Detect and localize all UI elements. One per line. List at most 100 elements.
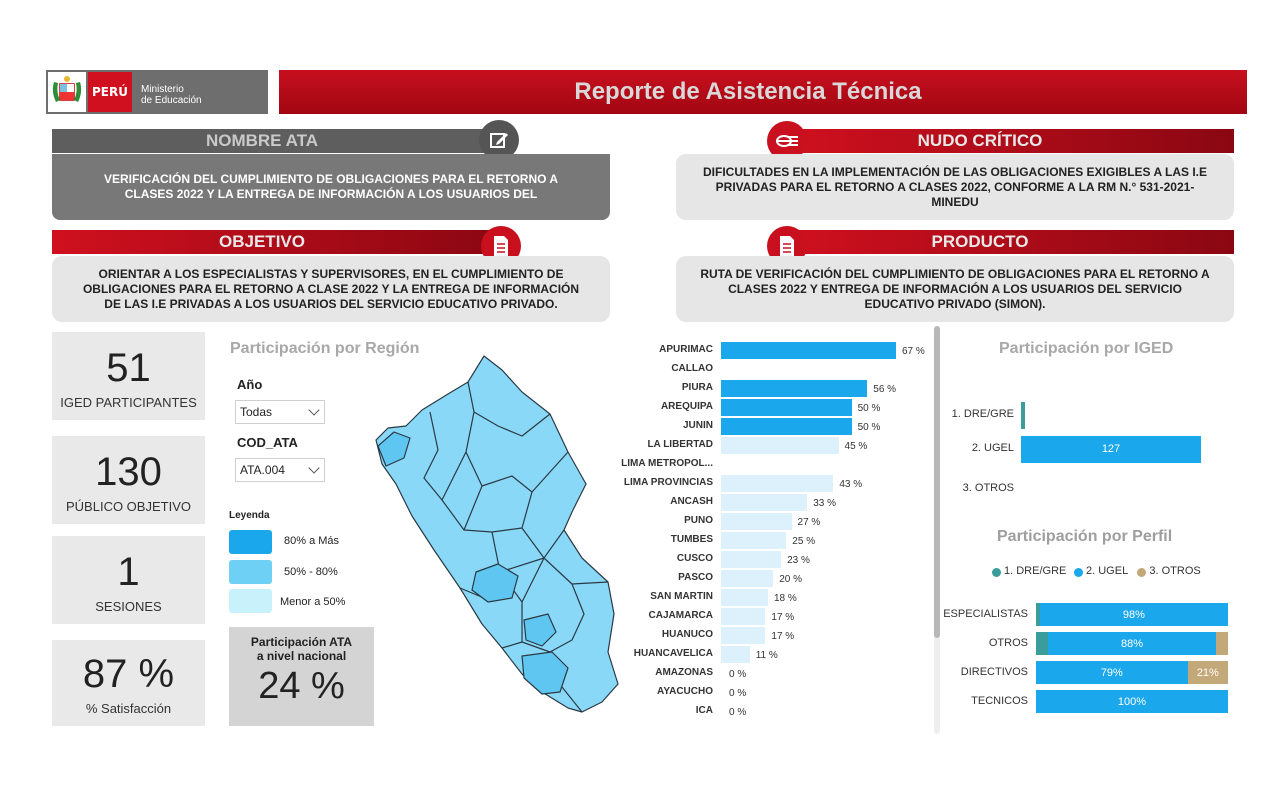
legend-label: 3. OTROS xyxy=(1149,565,1201,577)
year-filter-select[interactable]: Todas xyxy=(235,400,325,424)
perfil-bar-label: TECNICOS xyxy=(971,695,1028,707)
chevron-down-icon xyxy=(308,404,320,416)
perfil-bar-segment xyxy=(1039,603,1228,626)
map-region-highlight xyxy=(523,613,557,647)
region-bar-label: PUNO xyxy=(684,515,713,526)
region-bar-value: 67 % xyxy=(902,346,925,357)
perfil-bar-value: 79% xyxy=(1100,667,1123,679)
legend-label: 2. UGEL xyxy=(1086,565,1129,577)
region-bar-label: CUSCO xyxy=(676,553,713,564)
objetivo-text: ORIENTAR A LOS ESPECIALISTAS Y SUPERVISO… xyxy=(82,266,580,311)
scrollbar[interactable] xyxy=(934,326,940,734)
nudo-critico-header: NUDO CRÍTICO xyxy=(786,129,1234,153)
edit-icon xyxy=(479,120,519,160)
iged-bar-value: 127 xyxy=(1101,443,1121,455)
year-filter-value: Todas xyxy=(240,405,273,419)
producto-title: PRODUCTO xyxy=(931,232,1029,251)
region-bar-value: 56 % xyxy=(873,384,897,395)
region-bar-label: CAJAMARCA xyxy=(648,610,713,621)
perfil-bar-segment xyxy=(1047,632,1217,655)
iged-bar xyxy=(1021,402,1025,429)
legend-title: Leyenda xyxy=(229,510,270,521)
region-panel-title: Participación por Región xyxy=(230,340,420,357)
iged-panel-title: Participación por IGED xyxy=(999,340,1174,357)
region-bar-value: 25 % xyxy=(792,536,816,547)
region-bar-value: 20 % xyxy=(779,574,803,585)
kpi-card-satisfaccion: 87 % % Satisfacción xyxy=(52,640,205,726)
scrollbar-thumb[interactable] xyxy=(934,326,940,638)
region-bar xyxy=(721,589,768,606)
kpi-value: 1 xyxy=(117,550,140,594)
report-title-bar: Reporte de Asistencia Técnica xyxy=(279,70,1247,114)
region-bar-label: CALLAO xyxy=(671,363,713,374)
region-bar-value: 17 % xyxy=(771,612,795,623)
iged-bar-label: 2. UGEL xyxy=(971,442,1014,454)
country-badge: PERÚ xyxy=(88,72,132,112)
region-bar-label: APURIMAC xyxy=(659,344,713,355)
legend-label-low: Menor a 50% xyxy=(280,596,346,608)
nombre-ata-text: VERIFICACIÓN DEL CUMPLIMIENTO DE OBLIGAC… xyxy=(103,172,559,201)
legend-dot xyxy=(1137,568,1147,577)
region-bar-value: 33 % xyxy=(813,498,836,509)
region-bar-label: TUMBES xyxy=(670,534,713,545)
producto-body: RUTA DE VERIFICACIÓN DEL CUMPLIMIENTO DE… xyxy=(676,256,1234,322)
region-bar xyxy=(721,532,787,549)
national-value: 24 % xyxy=(258,665,345,707)
perfil-bar-segment xyxy=(1036,661,1188,684)
objetivo-header: OBJETIVO xyxy=(52,230,502,254)
region-bar xyxy=(721,342,896,359)
kpi-label: SESIONES xyxy=(95,599,162,614)
region-bar xyxy=(721,399,852,416)
region-bar-label: JUNIN xyxy=(682,420,713,431)
perfil-legend: 1. DRE/GRE 2. UGEL 3. OTROS xyxy=(992,565,1252,581)
peru-region-map[interactable] xyxy=(372,352,622,722)
region-bar-label: AYACUCHO xyxy=(657,686,713,697)
national-participation-card: Participación ATA a nivel nacional 24 % xyxy=(229,627,374,726)
perfil-bar-label: DIRECTIVOS xyxy=(960,666,1028,678)
objetivo-title: OBJETIVO xyxy=(219,232,305,251)
code-filter-select[interactable]: ATA.004 xyxy=(235,458,325,482)
report-title: Reporte de Asistencia Técnica xyxy=(574,78,922,105)
iged-bar-chart: 1. DRE/GRE 2. UGEL 127 3. OTROS xyxy=(940,390,1260,500)
region-bar-label: LA LIBERTAD xyxy=(647,439,713,450)
perfil-bar-segment xyxy=(1036,632,1048,655)
region-bar-label: AREQUIPA xyxy=(660,401,713,412)
perfil-bar-value: 88% xyxy=(1120,638,1143,650)
kpi-label: PÚBLICO OBJETIVO xyxy=(66,499,191,514)
kpi-value: 87 % xyxy=(82,652,175,696)
region-bar-value: 50 % xyxy=(857,422,881,433)
producto-text: RUTA DE VERIFICACIÓN DEL CUMPLIMIENTO DE… xyxy=(700,266,1210,311)
nombre-ata-header: NOMBRE ATA xyxy=(52,129,502,153)
perfil-bar-value: 98% xyxy=(1122,609,1145,621)
perfil-bar-segment xyxy=(1216,632,1228,655)
perfil-bar-chart: ESPECIALISTAS 98% OTROS 88% DIRECTIVOS 79% 21%… xyxy=(940,600,1240,720)
perfil-bar-segment xyxy=(1036,603,1040,626)
region-bar-value: 23 % xyxy=(787,555,810,566)
region-bar xyxy=(721,475,834,492)
region-bar xyxy=(721,437,839,454)
perfil-bar-value: 21% xyxy=(1196,667,1219,679)
region-bar xyxy=(721,608,766,625)
legend-dot xyxy=(1074,568,1083,577)
region-bar xyxy=(721,494,808,511)
code-filter-label: COD_ATA xyxy=(237,435,298,450)
map-region-highlight xyxy=(521,651,569,695)
region-bar-label: LIMA PROVINCIAS xyxy=(623,477,713,488)
region-bar-value: 0 % xyxy=(729,669,747,680)
nombre-ata-body: VERIFICACIÓN DEL CUMPLIMIENTO DE OBLIGAC… xyxy=(52,154,610,220)
producto-header: PRODUCTO xyxy=(786,230,1234,254)
map-region-highlight xyxy=(377,431,411,467)
region-bar-value: 11 % xyxy=(755,650,778,661)
region-bar-value: 0 % xyxy=(729,707,747,718)
region-bar xyxy=(721,627,766,644)
kpi-value: 51 xyxy=(106,346,151,390)
region-bar-label: LIMA METROPOL... xyxy=(621,458,713,469)
region-bar xyxy=(721,570,774,587)
region-bar-value: 27 % xyxy=(797,517,821,528)
region-bar xyxy=(721,551,782,568)
region-bar xyxy=(721,418,852,435)
region-bar xyxy=(721,513,792,530)
perfil-bar-segment xyxy=(1187,661,1228,684)
perfil-panel-title: Participación por Perfil xyxy=(997,528,1173,545)
perfil-bar-segment xyxy=(1036,690,1228,713)
